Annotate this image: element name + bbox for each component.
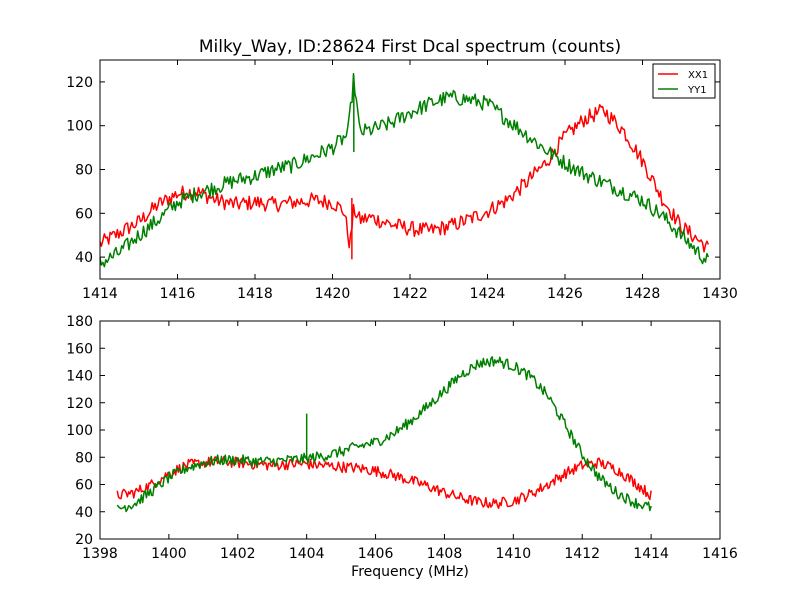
x-axis-label: Frequency (MHz) [351, 564, 469, 580]
chart-title: Milky_Way, ID:28624 First Dcal spectrum … [199, 37, 621, 57]
y-tick-label: 80 [75, 450, 93, 466]
x-tick-label: 1422 [392, 286, 428, 302]
axes-frame-2 [99, 320, 721, 540]
y-tick-label: 180 [66, 314, 93, 330]
x-tick-label: 1410 [496, 546, 532, 562]
y-tick-label: 60 [75, 478, 93, 494]
legend-label-xx1: XX1 [688, 70, 708, 81]
y-tick-label: 20 [75, 532, 93, 548]
x-tick-label: 1416 [702, 546, 738, 562]
y-tick-label: 140 [66, 369, 93, 385]
y-tick-label: 120 [66, 75, 93, 91]
series-line-yy1-1 [99, 72, 710, 268]
legend-box [652, 63, 716, 99]
x-tick-label: 1400 [151, 546, 187, 562]
x-tick-label: 1412 [564, 546, 600, 562]
y-tick-label: 100 [66, 119, 93, 135]
y-tick-label: 40 [75, 505, 93, 521]
x-tick-label: 1402 [220, 546, 256, 562]
x-tick-label: 1414 [82, 286, 118, 302]
y-tick-label: 40 [75, 250, 93, 266]
x-tick-label: 1414 [633, 546, 669, 562]
x-tick-label: 1398 [82, 546, 118, 562]
x-tick-label: 1406 [358, 546, 394, 562]
y-tick-label: 60 [75, 206, 93, 222]
x-tick-label: 1408 [427, 546, 463, 562]
x-tick-label: 1416 [160, 286, 196, 302]
series-line-xx1-1 [99, 104, 710, 253]
x-tick-label: 1426 [547, 286, 583, 302]
x-tick-label: 1404 [289, 546, 325, 562]
y-tick-label: 100 [66, 423, 93, 439]
x-tick-label: 1430 [702, 286, 738, 302]
y-tick-label: 120 [66, 396, 93, 412]
x-tick-label: 1420 [315, 286, 351, 302]
x-tick-label: 1428 [625, 286, 661, 302]
y-tick-label: 160 [66, 341, 93, 357]
x-tick-label: 1418 [237, 286, 273, 302]
series-line-xx1-2 [116, 455, 652, 510]
axes-frame-1 [99, 59, 721, 280]
series-line-yy1-2 [116, 356, 652, 513]
legend-label-yy1: YY1 [687, 85, 707, 96]
y-tick-label: 80 [75, 163, 93, 179]
x-tick-label: 1424 [470, 286, 506, 302]
